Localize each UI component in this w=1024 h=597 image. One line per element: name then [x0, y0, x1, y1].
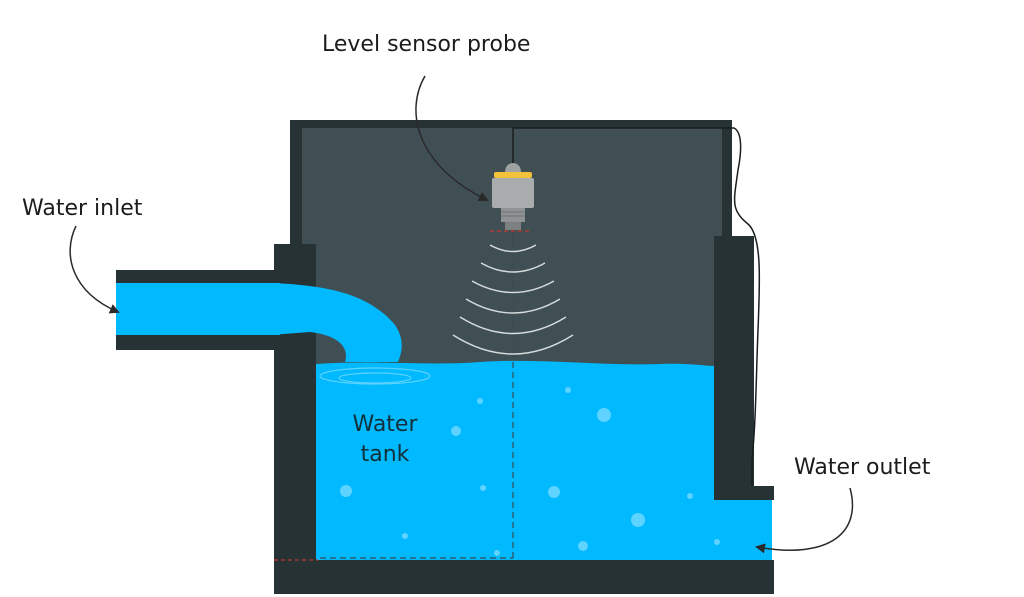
- water-body: [316, 360, 772, 560]
- bubble: [340, 485, 352, 497]
- tank-label-line2: tank: [360, 442, 410, 467]
- bubble: [494, 550, 500, 556]
- bubble: [631, 513, 645, 527]
- tank-label: Water tank: [340, 410, 430, 470]
- sensor-callout-arrow: [415, 75, 489, 201]
- tank-lid: [290, 120, 732, 128]
- bubble: [477, 398, 483, 404]
- inlet-callout-arrow: [69, 225, 120, 314]
- tank-right-upper-wall: [722, 128, 732, 238]
- splash-ripple: [338, 372, 412, 384]
- bubble: [565, 387, 571, 393]
- outlet-callout-arrow: [755, 487, 854, 554]
- bubble: [402, 533, 408, 539]
- bubbles: [340, 387, 720, 556]
- bubble: [451, 426, 461, 436]
- sensor-cable: [512, 127, 761, 486]
- sensor-label: Level sensor probe: [322, 32, 531, 57]
- inlet-label: Water inlet: [22, 196, 143, 221]
- bubble: [480, 485, 486, 491]
- sound-wave-icon: [452, 244, 574, 355]
- tank-floor: [274, 560, 774, 594]
- outlet-pipe-water: [714, 500, 772, 560]
- ultrasonic-sensor-icon: [492, 163, 534, 230]
- tank-back-wall: [290, 128, 302, 246]
- outlet-label: Water outlet: [794, 455, 931, 480]
- bubble: [687, 493, 693, 499]
- tank-right-wall: [714, 236, 754, 500]
- bubble: [597, 408, 611, 422]
- inlet-water-stream: [270, 283, 402, 362]
- bubble: [714, 539, 720, 545]
- splash-ripple: [319, 367, 431, 385]
- inlet-pipe-water: [116, 283, 280, 335]
- tank-label-line1: Water: [352, 412, 418, 437]
- bubble: [578, 541, 588, 551]
- bubble: [548, 486, 560, 498]
